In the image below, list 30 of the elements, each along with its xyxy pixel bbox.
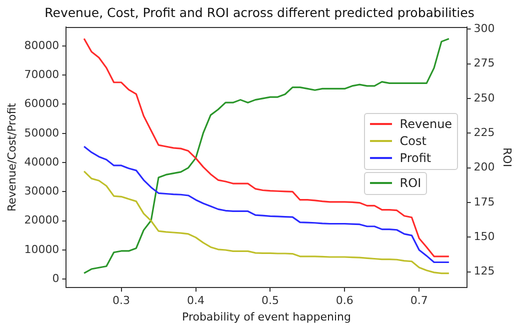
y-tick-label: 70000 — [24, 68, 60, 81]
y2-tick-label: 150 — [474, 230, 495, 243]
y2-tick-label: 125 — [474, 264, 495, 278]
x-axis-title: Probability of event happening — [182, 310, 351, 324]
y-tick-label: 0 — [52, 272, 60, 286]
y2-tick-label: 225 — [474, 126, 495, 139]
x-tick-label: 0.6 — [336, 294, 354, 308]
y-tick-label: 20000 — [24, 214, 60, 227]
y2-tick-label: 175 — [474, 195, 495, 208]
y-axis-title: Revenue/Cost/Profit — [5, 102, 18, 212]
y-tick-label: 40000 — [24, 155, 60, 168]
y2-tick-label: 275 — [474, 56, 495, 70]
chart-title: Revenue, Cost, Profit and ROI across different predicted probabilities — [44, 4, 474, 20]
x-tick-label: 0.3 — [112, 294, 130, 308]
legend-label: ROI — [400, 176, 422, 190]
x-tick-label: 0.7 — [410, 294, 428, 308]
y2-tick-label: 300 — [474, 22, 495, 35]
y-tick-label: 30000 — [24, 184, 60, 198]
y-tick-label: 80000 — [24, 38, 60, 52]
legend-label: Revenue — [400, 117, 452, 132]
y-tick-label: 60000 — [24, 97, 60, 110]
y2-tick-label: 250 — [474, 91, 495, 104]
y2-tick-label: 200 — [474, 160, 495, 174]
x-tick-label: 0.5 — [261, 294, 279, 308]
y-tick-label: 10000 — [24, 242, 60, 256]
y-tick-label: 50000 — [24, 126, 60, 140]
legend-label: Cost — [400, 134, 426, 148]
y2-axis-title: ROI — [500, 148, 514, 168]
legend-label: Profit — [400, 151, 432, 166]
x-tick-label: 0.4 — [187, 294, 205, 308]
